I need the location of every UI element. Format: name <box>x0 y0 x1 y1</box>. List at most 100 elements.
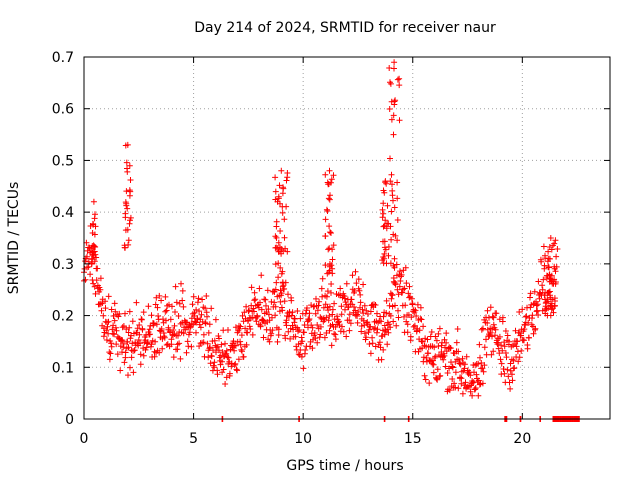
data-point <box>354 313 361 319</box>
data-point <box>306 310 313 317</box>
data-point <box>283 177 290 184</box>
data-point <box>414 301 421 308</box>
data-point <box>231 362 238 368</box>
data-point <box>455 385 462 392</box>
data-point <box>109 330 116 337</box>
data-point <box>343 280 350 287</box>
x-axis-title: GPS time / hours <box>286 458 403 474</box>
data-point <box>421 372 428 379</box>
data-point <box>329 306 336 313</box>
data-point <box>311 332 318 339</box>
data-point <box>177 355 184 362</box>
data-point <box>124 338 130 345</box>
data-point <box>266 317 273 324</box>
data-point <box>269 327 276 334</box>
data-points <box>81 59 583 422</box>
data-point <box>420 323 427 330</box>
data-point <box>495 335 502 342</box>
data-point <box>103 337 110 343</box>
data-point <box>183 323 190 330</box>
data-point <box>547 312 554 319</box>
data-point <box>143 340 150 347</box>
data-point <box>90 280 97 287</box>
data-point <box>194 315 201 322</box>
data-point <box>200 339 207 346</box>
data-point <box>396 75 403 82</box>
data-point <box>87 271 94 278</box>
data-point <box>545 305 552 312</box>
data-point <box>404 329 411 336</box>
data-point <box>233 366 240 373</box>
data-point <box>275 260 282 267</box>
data-point <box>163 342 170 348</box>
data-point <box>281 216 288 223</box>
data-point <box>90 249 97 256</box>
data-point <box>516 354 523 361</box>
data-point <box>218 341 225 348</box>
data-point <box>324 288 331 295</box>
data-point <box>306 316 313 322</box>
data-point <box>209 367 216 374</box>
data-point <box>100 312 107 319</box>
data-point <box>127 214 134 221</box>
data-point <box>195 295 202 302</box>
data-point <box>530 330 537 337</box>
axis-ticks: 0 0.1 0.2 0.3 0.4 0.5 0.6 0.7 0 5 10 15 20 <box>52 50 610 447</box>
data-point <box>289 322 296 329</box>
data-point <box>137 361 144 368</box>
data-point <box>120 340 127 347</box>
data-point <box>321 334 328 341</box>
data-point <box>470 379 477 386</box>
data-point <box>234 329 241 336</box>
data-point <box>303 307 310 314</box>
data-point <box>234 367 241 374</box>
data-point <box>288 294 295 301</box>
data-point <box>322 216 329 223</box>
data-point <box>366 326 373 333</box>
data-point <box>166 328 173 335</box>
data-point <box>503 354 510 361</box>
data-point <box>360 310 367 317</box>
data-point <box>487 304 494 311</box>
data-point <box>399 289 406 296</box>
data-point <box>476 341 483 348</box>
data-point <box>160 330 167 336</box>
data-point <box>142 337 149 344</box>
data-point <box>326 223 333 230</box>
data-point <box>322 171 329 178</box>
data-point <box>390 112 397 119</box>
data-point <box>551 240 558 247</box>
data-point <box>449 364 456 371</box>
data-point <box>196 321 203 328</box>
data-point <box>346 311 353 318</box>
grid <box>84 57 610 419</box>
data-point <box>463 384 469 391</box>
data-point <box>392 280 399 287</box>
data-point <box>272 233 279 240</box>
data-point <box>501 370 508 377</box>
data-point <box>422 376 429 383</box>
data-point <box>381 250 388 257</box>
data-point <box>138 316 145 323</box>
data-point <box>436 325 443 332</box>
data-point <box>522 313 529 320</box>
data-point <box>501 343 508 350</box>
data-point <box>211 337 218 344</box>
data-point <box>386 106 393 112</box>
data-point <box>202 305 209 312</box>
data-point <box>137 340 144 347</box>
data-point <box>275 195 282 202</box>
data-point <box>272 286 279 293</box>
data-point <box>136 331 143 338</box>
data-point <box>220 366 227 373</box>
data-point <box>480 325 486 332</box>
data-point <box>252 302 259 309</box>
data-point <box>389 181 395 188</box>
data-point <box>446 365 453 372</box>
data-point <box>358 328 365 335</box>
data-point <box>466 383 473 390</box>
data-point <box>417 345 423 352</box>
data-point <box>381 331 388 338</box>
data-point <box>90 198 97 205</box>
